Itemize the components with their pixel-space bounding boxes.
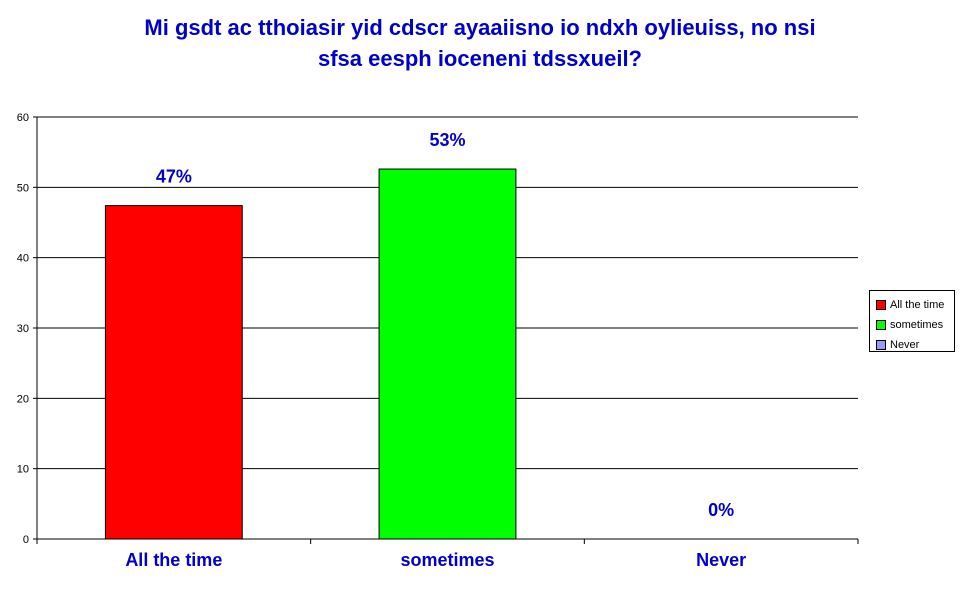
chart-legend: All the time sometimes Never bbox=[869, 290, 955, 352]
y-tick-label: 40 bbox=[17, 253, 29, 265]
chart-title-line-1: Mi gsdt ac tthoiasir yid cdscr ayaaiisno… bbox=[144, 15, 816, 40]
legend-label-never: Never bbox=[890, 339, 920, 351]
x-tick-label: Never bbox=[696, 550, 746, 570]
chart-title-line-2: sfsa eesph ioceneni tdssxueil? bbox=[317, 46, 642, 71]
data-label: 0% bbox=[708, 500, 734, 520]
legend-item-never: Never bbox=[876, 335, 954, 355]
bar-sometimes bbox=[378, 168, 517, 540]
legend-item-all-the-time: All the time bbox=[876, 295, 954, 315]
legend-swatch-never bbox=[876, 340, 886, 350]
bar-all-the-time bbox=[104, 205, 243, 540]
y-tick-label: 10 bbox=[17, 464, 29, 476]
data-label: 53% bbox=[429, 130, 465, 150]
chart-title: Mi gsdt ac tthoiasir yid cdscr ayaaiisno… bbox=[80, 12, 880, 74]
x-tick-label: sometimes bbox=[400, 550, 494, 570]
y-tick-label: 60 bbox=[17, 112, 29, 124]
legend-item-sometimes: sometimes bbox=[876, 315, 954, 335]
data-label: 47% bbox=[156, 167, 192, 187]
y-tick-label: 30 bbox=[17, 323, 29, 335]
legend-swatch-all-the-time bbox=[876, 300, 886, 310]
x-tick-label: All the time bbox=[125, 550, 222, 570]
y-tick-label: 50 bbox=[17, 182, 29, 194]
legend-label-sometimes: sometimes bbox=[890, 319, 944, 331]
y-tick-label: 20 bbox=[17, 393, 29, 405]
legend-label-all-the-time: All the time bbox=[890, 299, 945, 311]
legend-swatch-sometimes bbox=[876, 320, 886, 330]
y-tick-label: 0 bbox=[23, 534, 29, 546]
